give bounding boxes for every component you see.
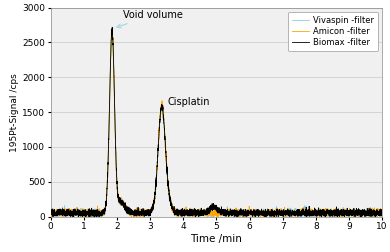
- Vivaspin -filter: [289, 215, 294, 218]
- Biomax -filter: [206, 209, 211, 212]
- X-axis label: Time /min: Time /min: [190, 234, 243, 244]
- Y-axis label: 195Pt-Signal /cps: 195Pt-Signal /cps: [11, 73, 20, 151]
- Legend: Vivaspin -filter, Amicon -filter, Biomax -filter: Vivaspin -filter, Amicon -filter, Biomax…: [288, 12, 378, 51]
- Vivaspin -filter: [370, 209, 374, 212]
- Amicon -filter: [49, 215, 53, 218]
- Biomax -filter: [380, 213, 385, 216]
- Amicon -filter: [188, 208, 193, 211]
- Vivaspin -filter: [206, 211, 211, 214]
- Biomax -filter: [289, 212, 294, 215]
- Amicon -filter: [110, 29, 115, 33]
- Amicon -filter: [380, 210, 385, 213]
- Amicon -filter: [206, 212, 211, 215]
- Line: Biomax -filter: Biomax -filter: [51, 27, 382, 216]
- Amicon -filter: [289, 210, 294, 213]
- Vivaspin -filter: [110, 30, 114, 33]
- Text: Void volume: Void volume: [117, 10, 183, 28]
- Vivaspin -filter: [353, 212, 358, 215]
- Biomax -filter: [110, 26, 115, 29]
- Biomax -filter: [353, 215, 358, 218]
- Vivaspin -filter: [48, 212, 53, 215]
- Vivaspin -filter: [188, 210, 193, 213]
- Line: Amicon -filter: Amicon -filter: [51, 31, 382, 216]
- Amicon -filter: [353, 208, 358, 211]
- Amicon -filter: [190, 212, 195, 215]
- Biomax -filter: [48, 208, 53, 211]
- Line: Vivaspin -filter: Vivaspin -filter: [51, 32, 382, 216]
- Amicon -filter: [370, 211, 374, 214]
- Text: Cisplatin: Cisplatin: [168, 97, 210, 107]
- Vivaspin -filter: [380, 212, 385, 215]
- Biomax -filter: [190, 213, 195, 216]
- Vivaspin -filter: [190, 210, 195, 213]
- Biomax -filter: [188, 211, 193, 214]
- Biomax -filter: [370, 209, 374, 212]
- Vivaspin -filter: [48, 215, 53, 218]
- Amicon -filter: [48, 209, 53, 212]
- Biomax -filter: [50, 215, 55, 218]
